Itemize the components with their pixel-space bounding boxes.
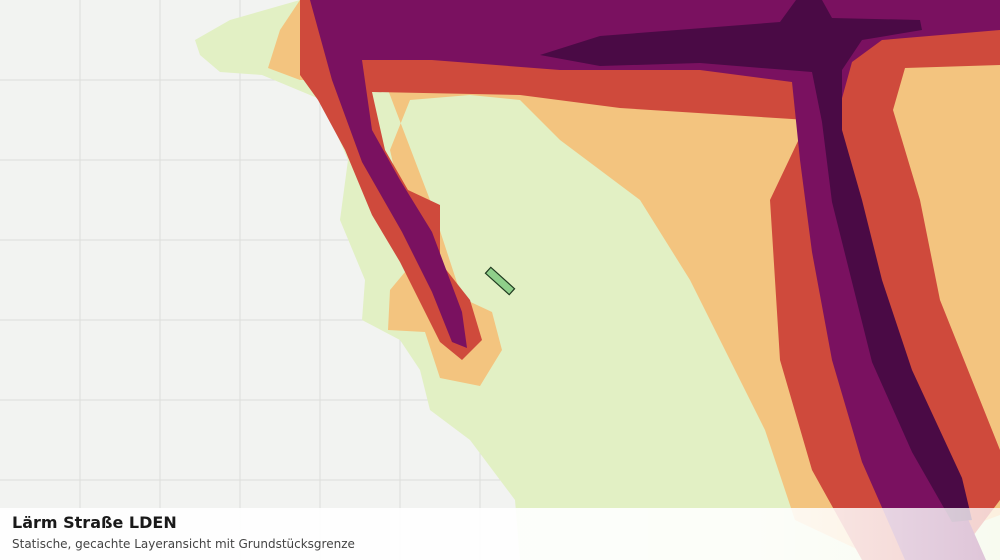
parcel-boundary <box>484 266 516 296</box>
map-title: Lärm Straße LDEN <box>12 513 177 532</box>
map-subtitle: Statische, gecachte Layeransicht mit Gru… <box>12 537 355 551</box>
noise-zone-extreme <box>540 0 972 522</box>
caption-panel <box>0 508 1000 560</box>
